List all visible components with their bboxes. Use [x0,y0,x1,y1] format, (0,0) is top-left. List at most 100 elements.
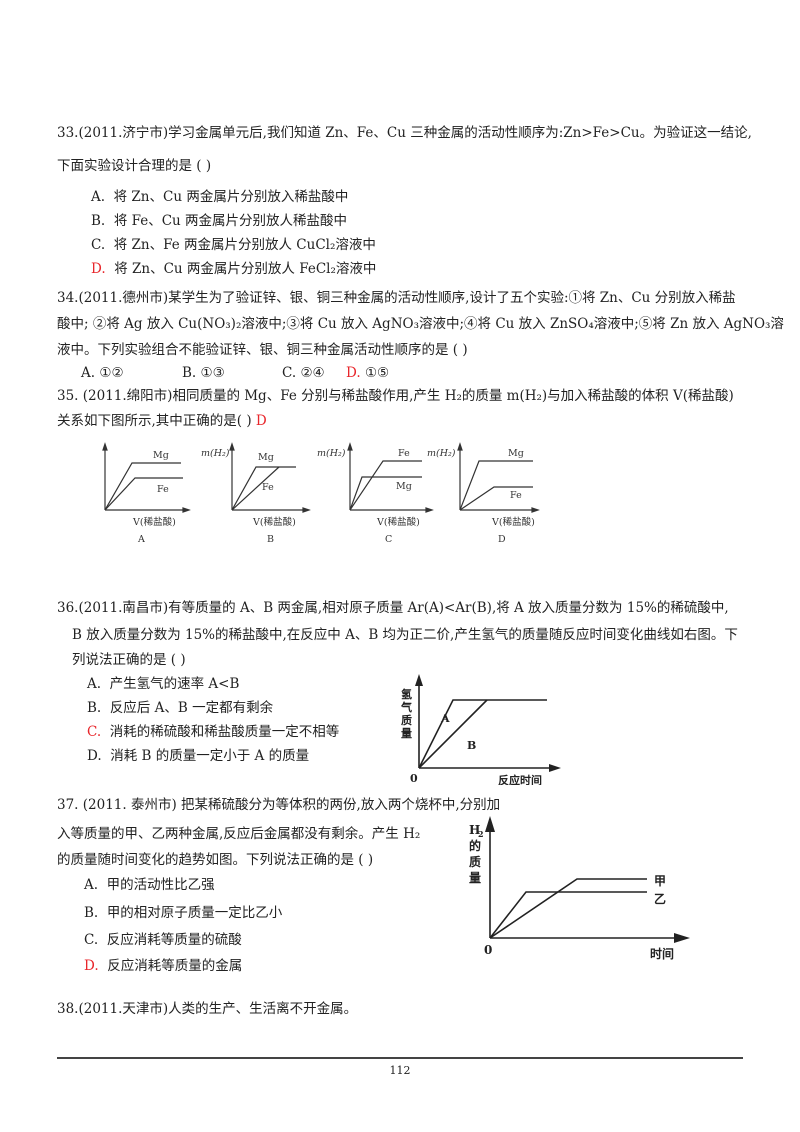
q34-option-d: D. ①⑤ [346,364,389,382]
q36-stem-line1: 36.(2011.南昌市)有等质量的 A、B 两金属,相对原子质量 Ar(A)<… [57,600,729,616]
option-text: 甲的活动性比乙强 [106,877,215,893]
q33-option-a: A. 将 Zn、Cu 两金属片分别放入稀盐酸中 [91,188,348,206]
q36-option-a: A. 产生氢气的速率 A<B [87,675,239,693]
option-letter: A. [84,877,99,893]
svg-text:V(稀盐酸): V(稀盐酸) [491,516,535,528]
option-text: 将 Zn、Cu 两金属片分别放入稀盐酸中 [113,189,349,205]
q35-stem-line2: 关系如下图所示,其中正确的是( ) D [57,412,267,430]
svg-text:B: B [467,739,476,752]
q37-option-b: B. 甲的相对原子质量一定比乙小 [84,904,282,922]
q37-option-d: D. 反应消耗等质量的金属 [84,957,242,975]
svg-text:D: D [498,534,506,542]
svg-text:氢: 氢 [401,687,412,701]
q36-stem-line2: B 放入质量分数为 15%的稀盐酸中,在反应中 A、B 均为正二价,产生氢气的质… [72,627,738,643]
option-text: 消耗的稀硫酸和稀盐酸质量一定不相等 [109,724,340,740]
svg-text:m(H₂): m(H₂) [201,448,230,459]
svg-text:2: 2 [478,829,484,839]
svg-text:质: 质 [469,854,481,869]
q34-option-b: B. ①③ [182,364,225,382]
svg-text:0: 0 [484,943,492,957]
q34-option-c: C. ②④ [282,364,325,382]
q35-stem-line1: 35. (2011.绵阳市)相同质量的 Mg、Fe 分别与稀盐酸作用,产生 H₂… [57,388,734,404]
svg-text:质: 质 [401,713,412,727]
graph-c [347,442,434,513]
q37-stem-line3: 的质量随时间变化的趋势如图。下列说法正确的是 ( ) [57,852,374,868]
option-text: 反应消耗等质量的金属 [107,958,243,974]
svg-text:Fe: Fe [398,448,410,459]
correct-option-letter: D. [91,261,106,277]
svg-text:C: C [385,534,392,542]
option-letter: B. [84,905,99,921]
svg-text:Mg: Mg [153,450,169,461]
q35-answer: D [255,413,267,429]
option-letter: A. [81,365,96,381]
q37-option-a: A. 甲的活动性比乙强 [84,876,215,894]
svg-text:量: 量 [401,727,412,740]
option-text: 产生氢气的速率 A<B [109,676,240,692]
q36-stem-line3: 列说法正确的是 ( ) [72,652,186,668]
svg-text:气: 气 [400,700,412,714]
svg-text:反应时间: 反应时间 [498,773,542,785]
q38-stem-line1: 38.(2011.天津市)人类的生产、生活离不开金属。 [57,1001,358,1017]
q33-stem-line1: 33.(2011.济宁市)学习金属单元后,我们知道 Zn、Fe、Cu 三种金属的… [57,125,752,141]
q36-option-c: C. 消耗的稀硫酸和稀盐酸质量一定不相等 [87,723,339,741]
option-text: ①⑤ [364,365,390,381]
q34-stem-line1: 34.(2011.德州市)某学生为了验证锌、银、铜三种金属的活动性顺序,设计了五… [57,290,736,306]
graph-a [102,442,191,513]
option-text: 反应后 A、B 一定都有剩余 [109,700,274,716]
page-number: 112 [389,1064,411,1077]
option-text: 消耗 B 的质量一定小于 A 的质量 [110,748,310,764]
svg-text:的: 的 [469,838,481,853]
graph-b [229,442,311,513]
svg-text:Mg: Mg [258,452,274,463]
q34-stem-line2: 酸中; ②将 Ag 放入 Cu(NO₃)₂溶液中;③将 Cu 放入 AgNO₃溶… [57,316,784,332]
footer-divider [57,1057,743,1059]
svg-text:A: A [440,712,450,725]
svg-text:0: 0 [410,772,418,785]
svg-text:m(H₂): m(H₂) [427,448,456,459]
q37-option-c: C. 反应消耗等质量的硫酸 [84,931,242,949]
svg-text:V(稀盐酸): V(稀盐酸) [252,516,296,528]
svg-text:A: A [137,534,145,542]
option-text: ①③ [200,365,225,381]
option-text: 甲的相对原子质量一定比乙小 [106,905,283,921]
q37-graph-figure: H2 的质量 甲乙 0 时间 [469,816,690,961]
svg-text:V(稀盐酸): V(稀盐酸) [376,516,420,528]
option-letter: C. [91,237,106,253]
svg-text:量: 量 [469,871,481,885]
option-letter: A. [91,189,106,205]
option-text: 将 Fe、Cu 两金属片分别放人稀盐酸中 [113,213,348,229]
q36-option-d: D. 消耗 B 的质量一定小于 A 的质量 [87,747,309,765]
svg-text:Fe: Fe [157,484,169,495]
option-text: 将 Zn、Fe 两金属片分别放人 CuCl₂溶液中 [113,237,376,253]
q33-option-b: B. 将 Fe、Cu 两金属片分别放人稀盐酸中 [91,212,347,230]
svg-text:Mg: Mg [396,481,412,492]
svg-text:V(稀盐酸): V(稀盐酸) [132,516,176,528]
svg-text:Fe: Fe [262,482,274,493]
option-text: ②④ [300,365,325,381]
q33-stem-line2: 下面实验设计合理的是 ( ) [57,158,212,174]
q36-option-b: B. 反应后 A、B 一定都有剩余 [87,699,273,717]
option-letter: C. [84,932,99,948]
option-letter: B. [182,365,197,381]
svg-text:Mg: Mg [508,448,524,459]
option-text: 反应消耗等质量的硫酸 [106,932,242,948]
svg-text:Fe: Fe [510,490,522,501]
svg-text:H: H [469,823,480,837]
svg-text:m(H₂): m(H₂) [317,448,346,459]
option-text: ①② [99,365,124,381]
q37-stem-line1: 37. (2011. 泰州市) 把某稀硫酸分为等体积的两份,放入两个烧杯中,分别… [57,797,501,813]
correct-option-letter: D. [346,365,361,381]
svg-text:甲: 甲 [654,874,666,888]
option-letter: B. [91,213,106,229]
q33-option-c: C. 将 Zn、Fe 两金属片分别放人 CuCl₂溶液中 [91,236,376,254]
option-text: 将 Zn、Cu 两金属片分别放人 FeCl₂溶液中 [114,261,377,277]
svg-text:B: B [267,534,274,542]
option-letter: D. [87,748,102,764]
q35-graphs-figure: m(H₂) Mg Fe V(稀盐酸) A m(H₂) Mg Fe V(稀盐酸) B m(… [102,442,540,542]
q33-option-d: D. 将 Zn、Cu 两金属片分别放人 FeCl₂溶液中 [91,260,376,278]
q35-stem-text: 关系如下图所示,其中正确的是( ) [57,413,252,429]
graph-d [457,442,540,513]
option-letter: A. [87,676,102,692]
option-letter: C. [282,365,297,381]
